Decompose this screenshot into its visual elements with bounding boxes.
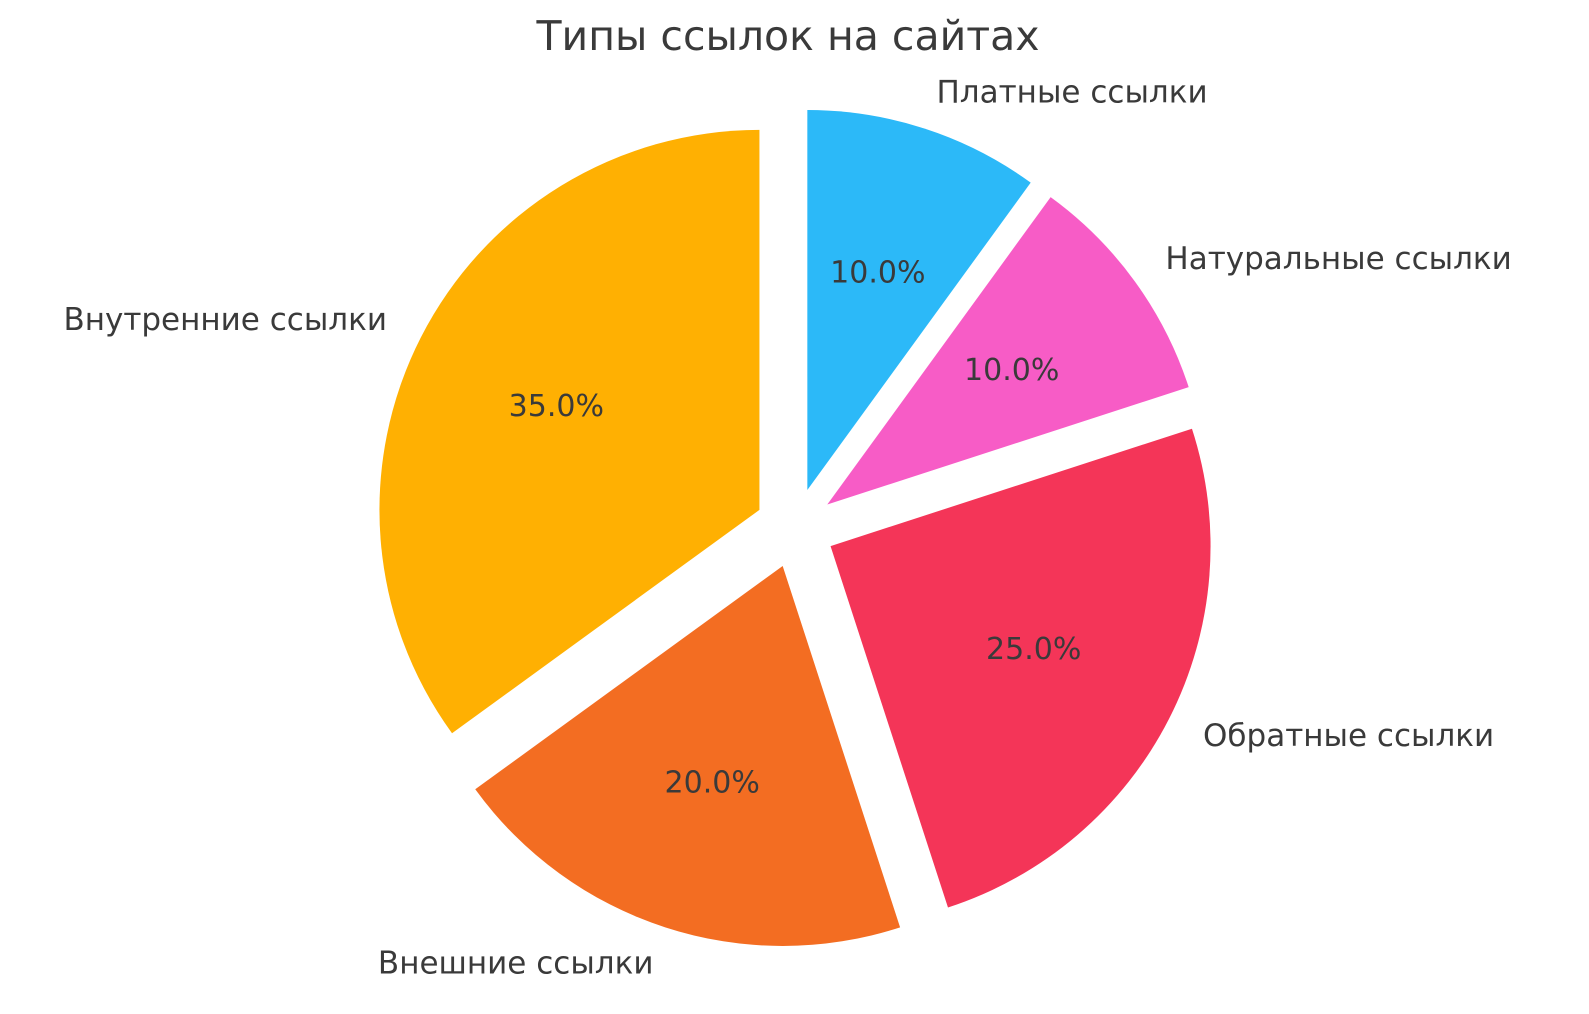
- pie-slice: [379, 129, 760, 734]
- pie-slice-percentage: 10.0%: [830, 256, 925, 291]
- pie-slice-label: Платные ссылки: [937, 75, 1208, 111]
- pie-slice: [827, 197, 1189, 505]
- pie-slices-group: [379, 110, 1211, 946]
- pie-slice-percentage: 20.0%: [665, 765, 760, 800]
- pie-slice: [807, 110, 1031, 491]
- chart-title: Типы ссылок на сайтах: [536, 12, 1040, 60]
- pie-slice-percentage: 25.0%: [986, 632, 1081, 667]
- pie-slice-label: Натуральные ссылки: [1165, 241, 1511, 277]
- pie-labels-group: 10.0% Платные ссылки 10.0% Натуральные ссыл…: [63, 75, 1511, 982]
- pie-slice-label: Внешние ссылки: [378, 946, 654, 982]
- pie-slice: [830, 428, 1211, 908]
- pie-slice-percentage: 35.0%: [509, 389, 604, 424]
- pie-slice-label: Внутренние ссылки: [63, 302, 387, 338]
- pie-slice-percentage: 10.0%: [964, 353, 1059, 388]
- pie-slice: [475, 565, 901, 946]
- pie-slice-label: Обратные ссылки: [1203, 718, 1494, 754]
